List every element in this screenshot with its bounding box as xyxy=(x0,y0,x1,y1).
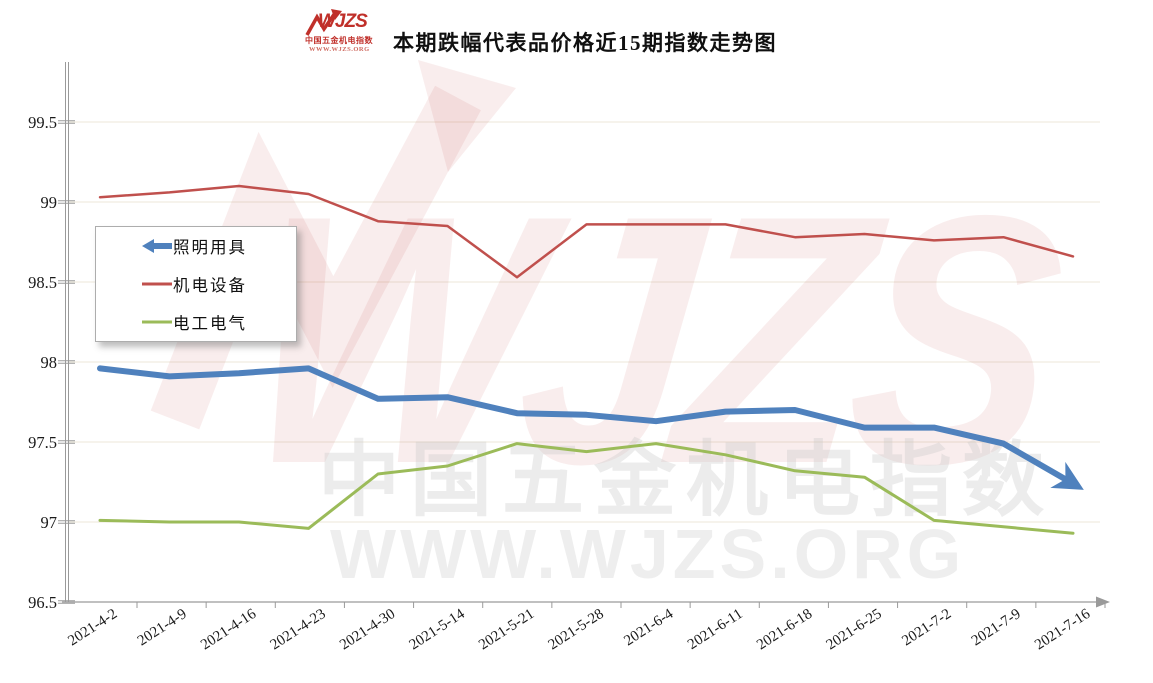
left-arrow-icon xyxy=(142,239,172,253)
y-tick-label: 99.5 xyxy=(28,113,57,132)
series-line-2 xyxy=(98,442,1075,535)
x-tick-label: 2021-7-2 xyxy=(899,606,954,649)
legend-label: 电工电气 xyxy=(173,314,247,333)
logo-url: WWW.WJZS.ORG xyxy=(309,46,370,53)
x-tick-label: 2021-5-14 xyxy=(407,606,469,654)
x-tick-label: 2021-4-2 xyxy=(65,606,120,649)
y-tick-label: 98.5 xyxy=(28,273,57,292)
watermark-cn-text: 中国五金机电指数 xyxy=(318,435,1054,526)
legend-item: 照明用具 xyxy=(96,227,296,265)
line-swatch-icon xyxy=(142,282,172,286)
watermark-brand: WJZS xyxy=(229,142,1081,537)
x-tick-label: 2021-6-4 xyxy=(621,606,676,650)
x-tick-label: 2021-6-25 xyxy=(824,606,885,653)
series-line-0 xyxy=(97,365,1084,490)
axes xyxy=(58,62,1110,608)
legend-label: 机电设备 xyxy=(173,276,247,295)
logo-zigzag-arrow-icon xyxy=(305,9,342,36)
watermark-url-text: WWW.WJZS.ORG xyxy=(330,515,965,593)
line-swatch-icon xyxy=(142,320,172,324)
legend-label: 照明用具 xyxy=(173,238,247,257)
y-tick-label: 97 xyxy=(41,513,58,532)
x-tick-label: 2021-4-23 xyxy=(268,606,329,653)
x-tick-label: 2021-4-9 xyxy=(135,606,190,649)
logo-brand-text: WJZS xyxy=(318,11,368,32)
y-tick-label: 96.5 xyxy=(28,593,57,612)
x-axis-arrow-icon xyxy=(1096,596,1110,608)
y-tick-label: 99 xyxy=(41,193,58,212)
x-axis-labels: 2021-4-2 2021-4-9 2021-4-16 2021-4-23 2021-4… xyxy=(65,606,1093,654)
x-tick-label: 2021-6-11 xyxy=(685,606,746,653)
y-tick-label: 98 xyxy=(41,353,58,372)
series-line-1 xyxy=(98,184,1075,279)
x-tick-label: 2021-6-18 xyxy=(754,606,815,653)
x-tick-label: 2021-5-21 xyxy=(476,606,537,653)
x-tick-label: 2021-7-16 xyxy=(1032,606,1094,654)
page-title: 本期跌幅代表品价格近15期指数走势图 xyxy=(393,31,777,55)
x-tick-label: 2021-4-16 xyxy=(198,606,260,654)
x-tick-label: 2021-5-28 xyxy=(546,606,607,653)
legend: 照明用具 机电设备 电工电气 xyxy=(95,226,297,342)
brand-logo: WJZS 中国五金机电指数 WWW.WJZS.ORG xyxy=(305,9,397,62)
legend-item: 电工电气 xyxy=(96,303,296,341)
x-tick-label: 2021-4-30 xyxy=(337,606,398,653)
y-axis-labels: 96.5 97 97.5 98 98.5 99 99.5 xyxy=(28,113,57,612)
logo-tagline: 中国五金机电指数 xyxy=(305,36,373,45)
y-tick-label: 97.5 xyxy=(28,433,57,452)
x-tick-label: 2021-7-9 xyxy=(969,606,1024,649)
series-lines xyxy=(97,184,1084,535)
legend-item: 机电设备 xyxy=(96,265,296,303)
